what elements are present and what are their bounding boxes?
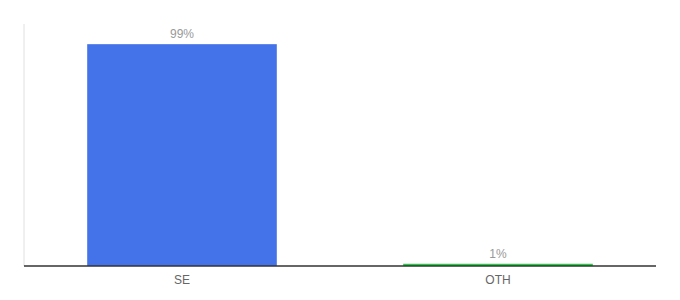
bars (87, 44, 593, 266)
chart-container: SE OTH 99% 1% (0, 0, 680, 300)
data-label: 1% (489, 247, 507, 261)
x-tick-label: SE (174, 273, 190, 287)
chart-svg: SE OTH 99% 1% (0, 0, 680, 300)
bar (87, 44, 277, 266)
x-axis-line (24, 265, 656, 267)
data-label: 99% (170, 27, 194, 41)
x-tick-label: OTH (485, 273, 510, 287)
y-axis-line (24, 24, 25, 266)
